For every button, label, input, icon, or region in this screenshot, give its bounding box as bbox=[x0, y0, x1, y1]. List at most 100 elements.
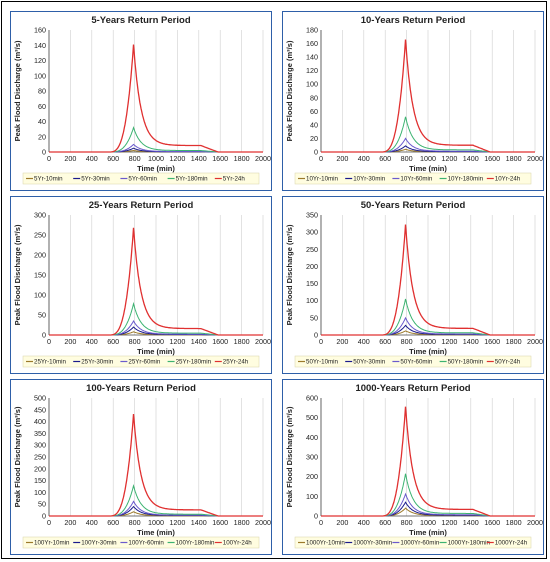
legend-label: 1000Yr-10min bbox=[306, 540, 345, 547]
x-tick-label: 0 bbox=[47, 154, 51, 163]
x-tick-label: 1400 bbox=[191, 154, 207, 163]
legend-label: 5Yr-180min bbox=[176, 176, 209, 183]
y-tick-label: 200 bbox=[306, 472, 318, 481]
legend-label: 10Yr-180min bbox=[448, 176, 484, 183]
series-line-5Yr-24h bbox=[49, 44, 263, 153]
x-tick-label: 200 bbox=[336, 518, 348, 527]
legend-label: 5Yr-24h bbox=[223, 176, 246, 183]
x-tick-label: 400 bbox=[358, 154, 370, 163]
x-tick-label: 1000 bbox=[420, 518, 436, 527]
x-axis-label: Time (min) bbox=[137, 347, 175, 356]
x-tick-label: 800 bbox=[401, 154, 413, 163]
x-tick-label: 1600 bbox=[212, 337, 228, 346]
y-tick-label: 140 bbox=[306, 53, 318, 62]
x-tick-label: 1000 bbox=[148, 154, 164, 163]
y-tick-label: 60 bbox=[38, 102, 46, 111]
x-tick-label: 2000 bbox=[255, 337, 271, 346]
y-tick-label: 400 bbox=[34, 417, 46, 426]
y-tick-label: 100 bbox=[306, 296, 318, 305]
legend-box bbox=[294, 172, 532, 185]
legend-label: 50Yr-30min bbox=[353, 359, 386, 366]
x-tick-label: 200 bbox=[64, 154, 76, 163]
y-tick-label: 0 bbox=[42, 331, 46, 340]
legend-label: 10Yr-24h bbox=[495, 176, 521, 183]
legend-label: 25Yr-30min bbox=[81, 359, 114, 366]
y-tick-label: 60 bbox=[310, 107, 318, 116]
x-tick-label: 1400 bbox=[463, 518, 479, 527]
y-tick-label: 120 bbox=[34, 56, 46, 65]
y-axis-label: Peak Flood Discharge (m³/s) bbox=[13, 406, 22, 507]
x-axis-label: Time (min) bbox=[409, 528, 447, 537]
x-tick-label: 800 bbox=[401, 518, 413, 527]
x-tick-label: 0 bbox=[319, 337, 323, 346]
x-tick-label: 2000 bbox=[527, 518, 543, 527]
y-tick-label: 150 bbox=[306, 279, 318, 288]
series-line-100Yr-24h bbox=[49, 413, 263, 517]
legend-box bbox=[22, 355, 260, 368]
y-tick-label: 0 bbox=[314, 331, 318, 340]
series-line-25Yr-24h bbox=[49, 227, 263, 336]
x-tick-label: 600 bbox=[107, 518, 119, 527]
chart-panel-1000yr: 1000-Years Return Period 0 100 200 300 400 500… bbox=[282, 379, 544, 555]
y-tick-label: 50 bbox=[310, 313, 318, 322]
y-axis-label: Peak Flood Discharge (m³/s) bbox=[13, 224, 22, 325]
legend-label: 1000Yr-30min bbox=[353, 540, 392, 547]
x-tick-label: 1000 bbox=[148, 518, 164, 527]
y-tick-label: 50 bbox=[38, 500, 46, 509]
chart-title: 1000-Years Return Period bbox=[355, 383, 470, 394]
chart-panel-100yr: 100-Years Return Period 0 50 100 150 200 250 30… bbox=[10, 379, 272, 555]
y-tick-label: 250 bbox=[306, 245, 318, 254]
y-tick-label: 120 bbox=[306, 66, 318, 75]
x-tick-label: 800 bbox=[129, 337, 141, 346]
y-axis-label: Peak Flood Discharge (m³/s) bbox=[285, 406, 294, 507]
x-tick-label: 1200 bbox=[441, 337, 457, 346]
legend-box bbox=[294, 355, 532, 368]
y-tick-label: 300 bbox=[306, 453, 318, 462]
y-tick-label: 50 bbox=[38, 311, 46, 320]
y-tick-label: 160 bbox=[34, 26, 46, 35]
legend-label: 100Yr-60min bbox=[128, 540, 164, 547]
chart-title: 5-Years Return Period bbox=[91, 15, 190, 26]
y-tick-label: 150 bbox=[34, 271, 46, 280]
y-tick-label: 450 bbox=[34, 405, 46, 414]
x-tick-label: 1200 bbox=[169, 154, 185, 163]
y-tick-label: 350 bbox=[306, 211, 318, 220]
y-tick-label: 140 bbox=[34, 41, 46, 50]
series-line-1000Yr-24h bbox=[321, 406, 535, 517]
x-tick-label: 2000 bbox=[527, 337, 543, 346]
legend-label: 25Yr-24h bbox=[223, 359, 249, 366]
x-tick-label: 200 bbox=[336, 337, 348, 346]
legend-label: 5Yr-10min bbox=[34, 176, 63, 183]
x-tick-label: 200 bbox=[64, 518, 76, 527]
x-tick-label: 0 bbox=[319, 518, 323, 527]
x-tick-label: 1600 bbox=[212, 154, 228, 163]
y-tick-label: 200 bbox=[306, 262, 318, 271]
y-tick-label: 20 bbox=[38, 132, 46, 141]
legend-label: 1000Yr-180min bbox=[448, 540, 491, 547]
y-tick-label: 0 bbox=[314, 148, 318, 157]
y-tick-label: 200 bbox=[34, 251, 46, 260]
legend-label: 25Yr-60min bbox=[128, 359, 161, 366]
x-tick-label: 800 bbox=[129, 518, 141, 527]
x-tick-label: 600 bbox=[107, 154, 119, 163]
y-tick-label: 0 bbox=[42, 512, 46, 521]
y-tick-label: 150 bbox=[34, 476, 46, 485]
x-tick-label: 200 bbox=[64, 337, 76, 346]
x-tick-label: 600 bbox=[379, 154, 391, 163]
legend-label: 100Yr-180min bbox=[176, 540, 215, 547]
x-tick-label: 1800 bbox=[234, 154, 250, 163]
y-tick-label: 100 bbox=[34, 488, 46, 497]
legend-box bbox=[22, 172, 260, 185]
x-tick-label: 1000 bbox=[148, 337, 164, 346]
x-tick-label: 2000 bbox=[255, 154, 271, 163]
x-tick-label: 1000 bbox=[420, 154, 436, 163]
x-tick-label: 1800 bbox=[234, 518, 250, 527]
x-tick-label: 600 bbox=[107, 337, 119, 346]
x-tick-label: 400 bbox=[86, 154, 98, 163]
y-tick-label: 100 bbox=[306, 80, 318, 89]
chart-title: 100-Years Return Period bbox=[86, 383, 196, 394]
y-tick-label: 160 bbox=[306, 39, 318, 48]
y-tick-label: 500 bbox=[34, 394, 46, 403]
y-tick-label: 400 bbox=[306, 433, 318, 442]
